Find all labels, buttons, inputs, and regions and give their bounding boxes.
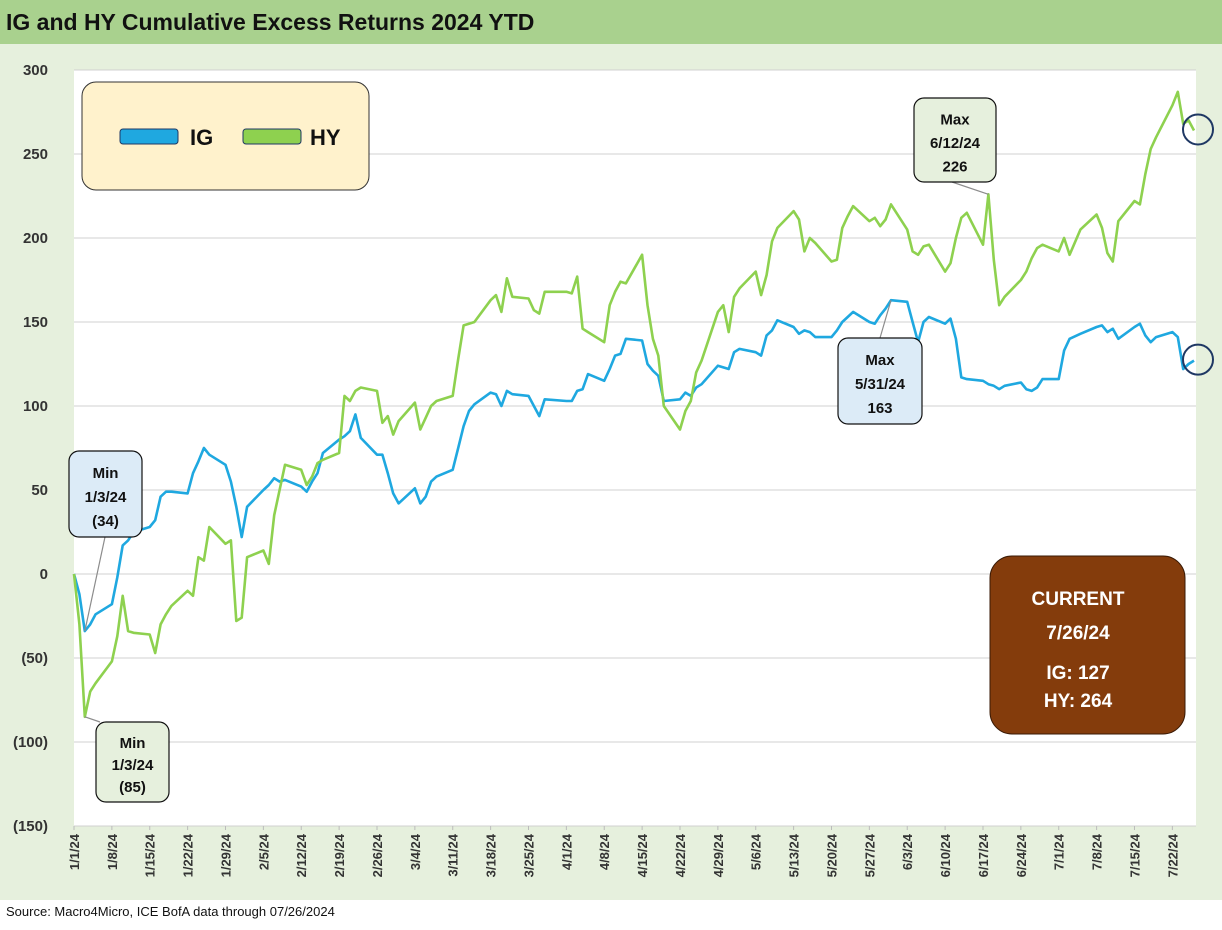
annotation-leader	[879, 299, 892, 339]
x-tick-label: 6/10/24	[938, 833, 953, 877]
annotation-text: Min	[120, 735, 146, 752]
legend-label-ig: IG	[190, 125, 213, 150]
annotation-text: 6/12/24	[930, 135, 981, 152]
annotation-box	[837, 337, 923, 425]
annotation-leader	[951, 181, 989, 195]
x-tick-label: 4/8/24	[597, 833, 612, 870]
annotation-text: 1/3/24	[85, 489, 127, 506]
x-tick-label: 4/29/24	[711, 833, 726, 877]
x-tick-label: 7/1/24	[1052, 833, 1067, 870]
x-tick-label: 5/6/24	[749, 833, 764, 870]
y-tick-label: 300	[23, 62, 48, 79]
annotation-box	[913, 97, 997, 183]
annotation-box	[95, 721, 170, 803]
x-tick-label: 7/22/24	[1165, 833, 1180, 877]
legend-label-hy: HY	[310, 125, 341, 150]
x-tick-label: 2/19/24	[332, 833, 347, 877]
series-line-ig	[72, 298, 1195, 633]
x-tick-label: 6/3/24	[900, 833, 915, 870]
chart-title: IG and HY Cumulative Excess Returns 2024…	[6, 9, 535, 35]
x-tick-label: 2/12/24	[294, 833, 309, 877]
x-tick-label: 5/20/24	[824, 833, 839, 877]
annotation-text: 5/31/24	[855, 376, 906, 393]
legend-swatch-hy	[242, 128, 302, 145]
x-tick-label: 4/22/24	[673, 833, 688, 877]
annotation-leader	[84, 716, 101, 723]
y-tick-label: (150)	[13, 818, 48, 835]
y-tick-label: 100	[23, 398, 48, 415]
annotation-text: (85)	[119, 779, 146, 796]
annotation-text: 226	[942, 158, 967, 175]
x-tick-label: 1/8/24	[105, 833, 120, 870]
current-text: HY: 264	[1044, 691, 1113, 712]
annotation-text: 163	[867, 400, 892, 417]
x-tick-label: 4/15/24	[635, 833, 650, 877]
annotation-box	[68, 450, 143, 538]
annotation-text: Min	[93, 465, 119, 482]
x-tick-label: 1/29/24	[218, 833, 233, 877]
current-text: IG: 127	[1046, 663, 1109, 684]
current-marker-ig	[1182, 343, 1214, 376]
x-tick-label: 4/1/24	[559, 833, 574, 870]
y-tick-label: 50	[31, 482, 48, 499]
x-tick-label: 5/27/24	[862, 833, 877, 877]
x-tick-label: 6/24/24	[1014, 833, 1029, 877]
x-tick-label: 3/18/24	[484, 833, 499, 877]
annotation-text: 1/3/24	[112, 757, 154, 774]
annotation-text: (34)	[92, 513, 119, 530]
x-tick-label: 1/15/24	[143, 833, 158, 877]
y-tick-label: (100)	[13, 734, 48, 751]
current-text: 7/26/24	[1046, 623, 1110, 644]
y-tick-label: 200	[23, 230, 48, 247]
current-box	[989, 555, 1186, 735]
y-tick-label: 0	[40, 566, 48, 583]
x-tick-label: 6/17/24	[976, 833, 991, 877]
x-tick-label: 3/11/24	[446, 833, 461, 876]
x-tick-label: 7/15/24	[1127, 833, 1142, 877]
x-tick-label: 1/22/24	[181, 833, 196, 877]
current-text: CURRENT	[1032, 589, 1125, 610]
series-line-hy	[72, 90, 1196, 719]
annotation-leader	[84, 536, 106, 632]
title-bar: IG and HY Cumulative Excess Returns 2024…	[0, 0, 1222, 44]
annotation-text: Max	[865, 352, 895, 369]
legend-swatch-ig	[119, 128, 179, 145]
current-marker-hy	[1182, 113, 1214, 146]
y-tick-label: (50)	[21, 650, 48, 667]
x-tick-label: 2/5/24	[256, 833, 271, 870]
x-tick-label: 1/1/24	[67, 833, 82, 870]
y-tick-label: 250	[23, 146, 48, 163]
x-tick-label: 3/4/24	[408, 833, 423, 870]
legend-box	[81, 81, 370, 191]
x-tick-label: 2/26/24	[370, 833, 385, 877]
y-tick-label: 150	[23, 314, 48, 331]
annotation-text: Max	[940, 112, 970, 129]
source-note: Source: Macro4Micro, ICE BofA data throu…	[6, 904, 335, 919]
x-tick-label: 7/8/24	[1090, 833, 1105, 870]
x-tick-label: 3/25/24	[521, 833, 536, 877]
x-tick-label: 5/13/24	[787, 833, 802, 877]
